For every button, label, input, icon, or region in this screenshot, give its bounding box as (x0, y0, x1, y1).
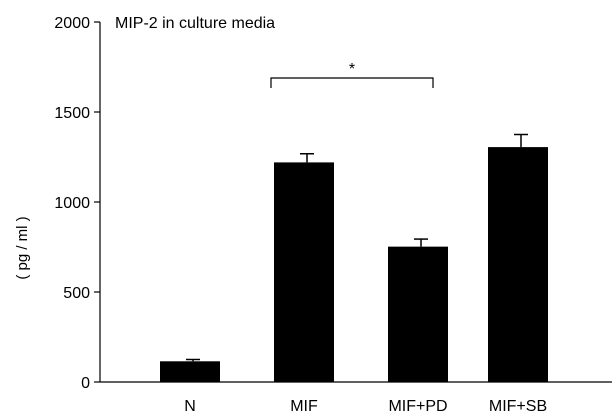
significance-bracket-line (270, 77, 434, 88)
y-tick-label: 2000 (54, 15, 90, 32)
bar (274, 162, 334, 382)
y-tick-label: 1500 (54, 105, 90, 122)
category-label: MIF+PD (388, 398, 447, 415)
category-labels: N MIF MIF+PD MIF+SB (184, 398, 547, 415)
category-label: MIF+SB (489, 398, 547, 415)
bar (488, 147, 548, 382)
bar (388, 246, 448, 382)
bar (160, 361, 220, 382)
y-tick-label: 500 (63, 285, 90, 302)
bars (160, 133, 548, 382)
y-tick-label: 0 (81, 375, 90, 392)
significance-star: * (349, 61, 355, 78)
category-label: MIF (290, 398, 318, 415)
y-axis-ticks: 0 500 1000 1500 2000 (54, 15, 100, 392)
chart-title: MIP-2 in culture media (115, 15, 275, 32)
category-label: N (184, 398, 196, 415)
y-axis-label: ( pg / ml ) (14, 216, 31, 279)
significance-bracket: * (270, 61, 434, 88)
y-tick-label: 1000 (54, 195, 90, 212)
